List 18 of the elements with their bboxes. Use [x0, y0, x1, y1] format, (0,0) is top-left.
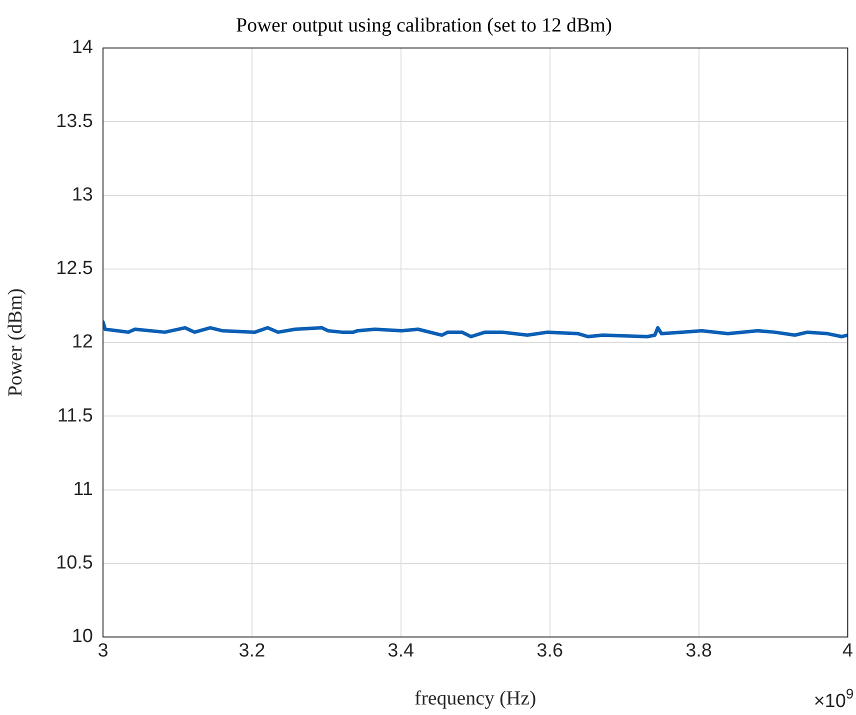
y-tick-label: 10.5	[56, 552, 93, 574]
chart-title: Power output using calibration (set to 12 dBm)	[236, 14, 612, 36]
y-tick-label: 11.5	[57, 405, 93, 426]
y-tick-label: 11	[73, 478, 93, 500]
y-tick-label: 14	[72, 37, 94, 58]
x-tick-label: 3	[98, 640, 108, 662]
x-tick-label: 3.2	[238, 640, 266, 662]
x-tick-label: 3.4	[388, 640, 415, 662]
y-tick-label: 13.5	[56, 110, 93, 132]
y-tick-label: 12.5	[56, 258, 93, 280]
y-tick-label: 13	[72, 184, 93, 206]
y-axis-title: Power (dBm)	[4, 288, 26, 397]
x-tick-label: 3.6	[536, 640, 564, 662]
y-tick-label: 10	[72, 626, 93, 648]
x-axis-title: frequency (Hz)	[414, 687, 536, 710]
y-tick-label: 12	[72, 332, 93, 353]
x-tick-label: 3.8	[686, 640, 712, 662]
x-tick-label: 4	[842, 640, 854, 662]
